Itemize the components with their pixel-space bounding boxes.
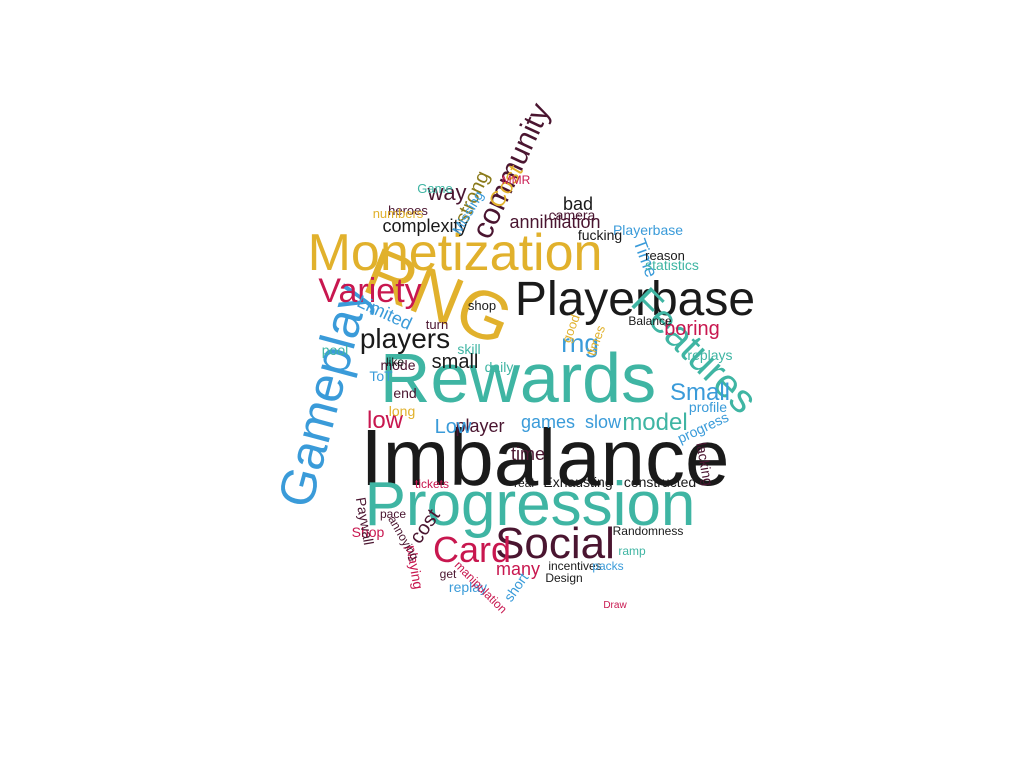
word-shop: Shop xyxy=(352,524,385,540)
word-fucking: fucking xyxy=(578,227,622,243)
word-variety: Variety xyxy=(318,272,421,310)
word-reason: reason xyxy=(645,248,685,263)
word-end: end xyxy=(393,385,416,401)
word-playerbase: Playerbase xyxy=(613,222,683,238)
word-monetization: Monetization xyxy=(308,224,603,282)
word-design: Design xyxy=(545,571,582,585)
word-games: games xyxy=(521,412,575,432)
word-annihilation: annihilation xyxy=(509,212,600,232)
word-way: way xyxy=(426,180,466,205)
word-boring: boring xyxy=(664,318,720,340)
word-tickets: tickets xyxy=(415,477,449,491)
word-replay: replay xyxy=(449,579,487,595)
word-model: model xyxy=(622,409,687,436)
word-incentives: incentives xyxy=(548,559,601,573)
word-player: player xyxy=(455,416,504,436)
word-long: long xyxy=(389,403,415,419)
word-card: Card xyxy=(433,529,511,570)
word-imbalance: Imbalance xyxy=(360,413,729,502)
word-players: players xyxy=(360,323,450,354)
word-slow: slow xyxy=(585,412,622,432)
word-small: Small xyxy=(670,379,730,406)
word-progression: Progression xyxy=(365,470,696,539)
word-time: time xyxy=(511,444,545,464)
word-low: low xyxy=(367,407,404,434)
word-constructed: constructed xyxy=(624,474,696,490)
word-camera: camera xyxy=(549,207,596,223)
word-social: Social xyxy=(495,519,615,568)
word-packs: packs xyxy=(592,559,623,573)
word-playerbase: Playerbase xyxy=(515,273,755,326)
word-many: many xyxy=(496,559,540,579)
word-lacking: lacking xyxy=(693,441,716,487)
word-playing: playing xyxy=(403,544,426,590)
word-small: small xyxy=(432,351,479,373)
word-tot: ToT xyxy=(369,368,393,384)
word-randomness: Randomness xyxy=(613,524,684,538)
word-statistics: statistics xyxy=(645,257,699,273)
word-get: get xyxy=(440,567,457,581)
word-exhausting: Exhausting xyxy=(543,474,612,490)
word-balance: Balance xyxy=(628,314,672,328)
word-like: like xyxy=(386,355,404,369)
word-pace: pace xyxy=(380,507,406,521)
word-draw: Draw xyxy=(603,600,627,611)
word-rewards: Rewards xyxy=(380,339,656,417)
word-profile: profile xyxy=(689,399,727,415)
word-mmr: MMR xyxy=(502,173,531,187)
word-daily: daily xyxy=(485,359,514,375)
word-low: Low xyxy=(435,416,472,438)
word-heroes: heroes xyxy=(388,203,428,218)
word-game: Game xyxy=(417,181,452,196)
word-shop: shop xyxy=(468,298,496,313)
word-real: real xyxy=(514,476,534,490)
word-pool: pool xyxy=(322,342,348,358)
word-mode: mode xyxy=(380,357,415,373)
word-bad: bad xyxy=(563,194,593,214)
word-rng: rng xyxy=(561,328,599,358)
word-skill: skill xyxy=(457,341,480,357)
word-turn: turn xyxy=(426,317,448,332)
word-ramp: ramp xyxy=(618,544,646,558)
word-numbers: numbers xyxy=(373,206,424,221)
word-complexity: complexity xyxy=(382,216,467,236)
word-replays: replays xyxy=(687,347,732,363)
